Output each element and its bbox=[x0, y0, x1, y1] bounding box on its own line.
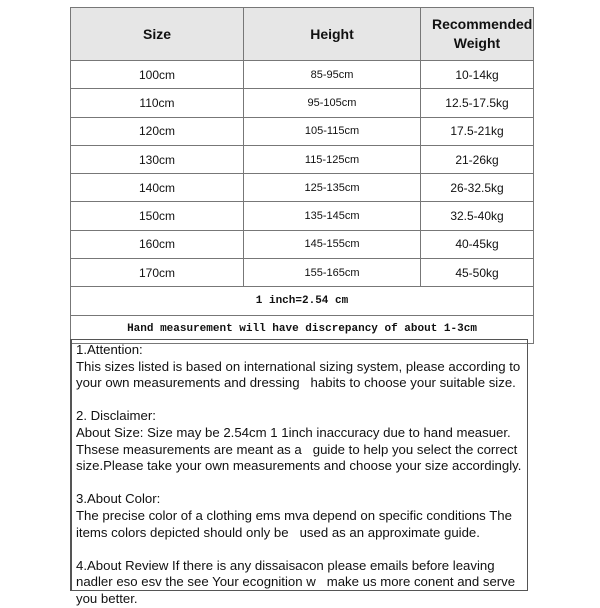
note-section: 2. Disclaimer: About Size: Size may be 2… bbox=[76, 408, 527, 474]
height-cell: 95-105cm bbox=[243, 88, 421, 118]
height-cell: 155-165cm bbox=[243, 258, 421, 288]
weight-cell: 17.5-21kg bbox=[420, 116, 534, 146]
table-row: 170cm 155-165cm 45-50kg bbox=[70, 258, 534, 288]
height-cell: 145-155cm bbox=[243, 229, 421, 260]
size-cell: 170cm bbox=[70, 258, 244, 288]
size-chart-table: Size Height Recommended Weight 100cm 85-9… bbox=[70, 7, 534, 344]
table-row: 150cm 135-145cm 32.5-40kg bbox=[70, 201, 534, 231]
note-title: 1.Attention: bbox=[76, 342, 143, 357]
table-row: 160cm 145-155cm 40-45kg bbox=[70, 229, 534, 260]
table-row: 130cm 115-125cm 21-26kg bbox=[70, 144, 534, 175]
size-cell: 110cm bbox=[70, 88, 244, 118]
height-cell: 115-125cm bbox=[243, 144, 421, 175]
weight-cell: 12.5-17.5kg bbox=[420, 88, 534, 118]
size-cell: 140cm bbox=[70, 173, 244, 203]
size-cell: 160cm bbox=[70, 229, 244, 260]
note-title: 2. Disclaimer: bbox=[76, 408, 156, 424]
height-cell: 105-115cm bbox=[243, 116, 421, 146]
note-body: This sizes listed is based on internatio… bbox=[76, 358, 524, 391]
header-size: Size bbox=[70, 7, 244, 61]
size-cell: 130cm bbox=[70, 144, 244, 175]
note-title: 3.About Color: bbox=[76, 491, 161, 507]
weight-cell: 10-14kg bbox=[420, 59, 534, 90]
note-body: 4.About Review If there is any dissaisac… bbox=[76, 557, 519, 606]
note-section: 1.Attention: This sizes listed is based … bbox=[76, 342, 527, 392]
size-cell: 120cm bbox=[70, 116, 244, 146]
weight-cell: 21-26kg bbox=[420, 144, 534, 175]
note-section: 4.About Review If there is any dissaisac… bbox=[76, 558, 527, 608]
table-row: 110cm 95-105cm 12.5-17.5kg bbox=[70, 88, 534, 118]
height-cell: 85-95cm bbox=[243, 59, 421, 90]
header-height: Height bbox=[243, 7, 421, 61]
header-weight: Recommended Weight bbox=[420, 7, 534, 61]
weight-cell: 40-45kg bbox=[420, 229, 534, 260]
table-row: 140cm 125-135cm 26-32.5kg bbox=[70, 173, 534, 203]
header-weight-label: Recommended Weight bbox=[432, 16, 533, 51]
weight-cell: 32.5-40kg bbox=[420, 201, 534, 231]
notes-box: 1.Attention: This sizes listed is based … bbox=[70, 339, 528, 606]
table-row: 120cm 105-115cm 17.5-21kg bbox=[70, 116, 534, 146]
height-cell: 135-145cm bbox=[243, 201, 421, 231]
header-row: Size Height Recommended Weight bbox=[70, 7, 534, 61]
conversion-note: 1 inch=2.54 cm bbox=[70, 286, 534, 316]
size-cell: 150cm bbox=[70, 201, 244, 231]
note-body: The precise color of a clothing ems mva … bbox=[76, 507, 516, 540]
note-body: About Size: Size may be 2.54cm 1 1inch i… bbox=[76, 424, 522, 474]
weight-cell: 26-32.5kg bbox=[420, 173, 534, 203]
table-row: 100cm 85-95cm 10-14kg bbox=[70, 59, 534, 90]
size-cell: 100cm bbox=[70, 59, 244, 90]
conversion-row: 1 inch=2.54 cm bbox=[70, 286, 534, 316]
weight-cell: 45-50kg bbox=[420, 258, 534, 288]
note-section: 3.About Color: The precise color of a cl… bbox=[76, 491, 527, 541]
height-cell: 125-135cm bbox=[243, 173, 421, 203]
